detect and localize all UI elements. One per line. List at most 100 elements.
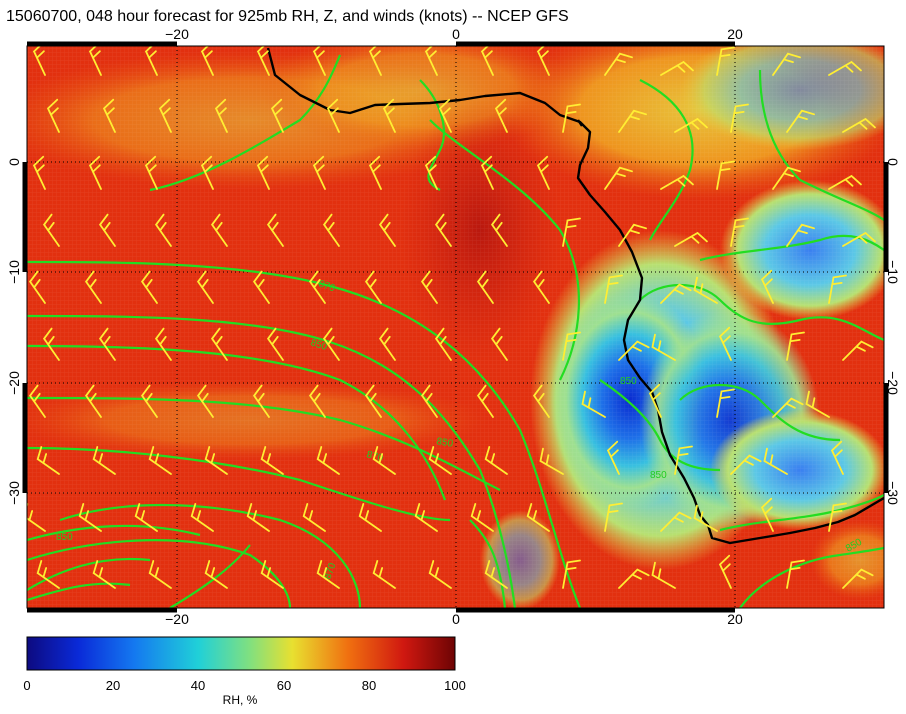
wind-barb <box>660 60 694 76</box>
wind-barb <box>604 274 623 304</box>
wind-barb <box>316 560 340 589</box>
wind-barb <box>760 269 774 304</box>
wind-barb <box>302 503 326 532</box>
lon-tick-top: −20 <box>165 26 189 42</box>
wind-barb <box>604 166 633 190</box>
coastline <box>266 47 884 545</box>
wind-barb <box>88 46 102 76</box>
colorbar <box>26 636 456 671</box>
wind-barb <box>252 270 270 304</box>
wind-barb <box>562 217 581 247</box>
wind-barb <box>190 503 214 532</box>
wind-barb <box>214 98 228 133</box>
wind-barb <box>651 561 676 589</box>
wind-barb <box>484 446 508 475</box>
wind-barb <box>618 109 647 133</box>
map-border <box>26 45 885 609</box>
wind-barb <box>28 384 46 418</box>
lon-tick-top: 0 <box>452 26 460 42</box>
wind-barb <box>828 174 862 190</box>
wind-barb <box>420 384 438 418</box>
map-title: 15060700, 048 hour forecast for 925mb RH… <box>6 8 569 25</box>
wind-barb <box>842 340 874 361</box>
wind-barb <box>718 554 732 589</box>
wind-barb <box>134 503 158 532</box>
wind-barb <box>88 155 102 190</box>
wind-barb <box>200 155 214 190</box>
wind-barb <box>372 446 396 475</box>
wind-barb <box>828 274 847 304</box>
wind-barb <box>660 283 692 304</box>
wind-barb <box>204 446 228 475</box>
wind-barb <box>210 213 228 247</box>
wind-barb <box>148 446 172 475</box>
wind-barb <box>786 331 805 361</box>
wind-barb <box>196 270 214 304</box>
wind-barb <box>490 327 508 361</box>
wind-barb <box>260 446 284 475</box>
wind-barb <box>606 440 620 475</box>
wind-barb <box>648 383 662 418</box>
graticule <box>27 46 884 608</box>
wind-barb <box>786 109 815 133</box>
wind-barb <box>382 98 396 133</box>
colorbar-tick: 60 <box>276 678 292 693</box>
contour-label: 850 <box>650 470 667 481</box>
wind-barb <box>32 46 46 76</box>
wind-barb <box>312 155 326 190</box>
colorbar-tick: 20 <box>105 678 121 693</box>
wind-barb <box>805 390 830 418</box>
axis-bars <box>22 41 889 613</box>
wind-barb <box>322 213 340 247</box>
wind-barb <box>760 497 774 532</box>
wind-barb <box>420 270 438 304</box>
wind-barb <box>368 46 382 76</box>
wind-barb <box>476 270 494 304</box>
wind-barb <box>154 213 172 247</box>
wind-barb <box>536 155 550 190</box>
wind-barb <box>763 447 788 475</box>
wind-barb <box>562 331 581 361</box>
wind-barb <box>414 503 438 532</box>
wind-barb <box>32 155 46 190</box>
wind-barb <box>308 270 326 304</box>
wind-barb <box>260 560 284 589</box>
wind-barb <box>210 327 228 361</box>
wind-barb <box>246 503 270 532</box>
contour-label: 850 <box>309 337 329 353</box>
wind-barb <box>308 384 326 418</box>
wind-barb <box>266 213 284 247</box>
wind-barb <box>532 270 550 304</box>
wind-barb <box>434 213 452 247</box>
wind-barb <box>842 568 874 589</box>
wind-barb <box>476 384 494 418</box>
wind-barb <box>660 174 694 190</box>
wind-barb <box>562 103 581 133</box>
wind-barb <box>84 270 102 304</box>
wind-barb <box>842 117 876 133</box>
wind-barb <box>828 60 862 76</box>
lon-tick-top: 20 <box>727 26 743 42</box>
wind-barb <box>494 98 508 133</box>
wind-barb <box>84 384 102 418</box>
wind-barb <box>693 276 718 304</box>
contour-label: 850 <box>620 376 637 387</box>
colorbar-tick: 100 <box>444 678 466 693</box>
wind-barb <box>438 98 452 133</box>
wind-barb <box>144 155 158 190</box>
wind-barb <box>693 504 718 532</box>
wind-barb <box>144 46 158 76</box>
wind-barb <box>842 231 876 247</box>
wind-barb <box>526 503 550 532</box>
wind-barb <box>102 98 116 133</box>
wind-barb <box>730 454 762 475</box>
wind-barb <box>312 46 326 76</box>
wind-barb <box>364 270 382 304</box>
wind-barb <box>424 155 438 190</box>
wind-barb <box>730 103 749 133</box>
wind-barb <box>536 46 550 76</box>
wind-barb <box>539 447 564 475</box>
wind-barb <box>36 560 60 589</box>
wind-barb <box>266 327 284 361</box>
